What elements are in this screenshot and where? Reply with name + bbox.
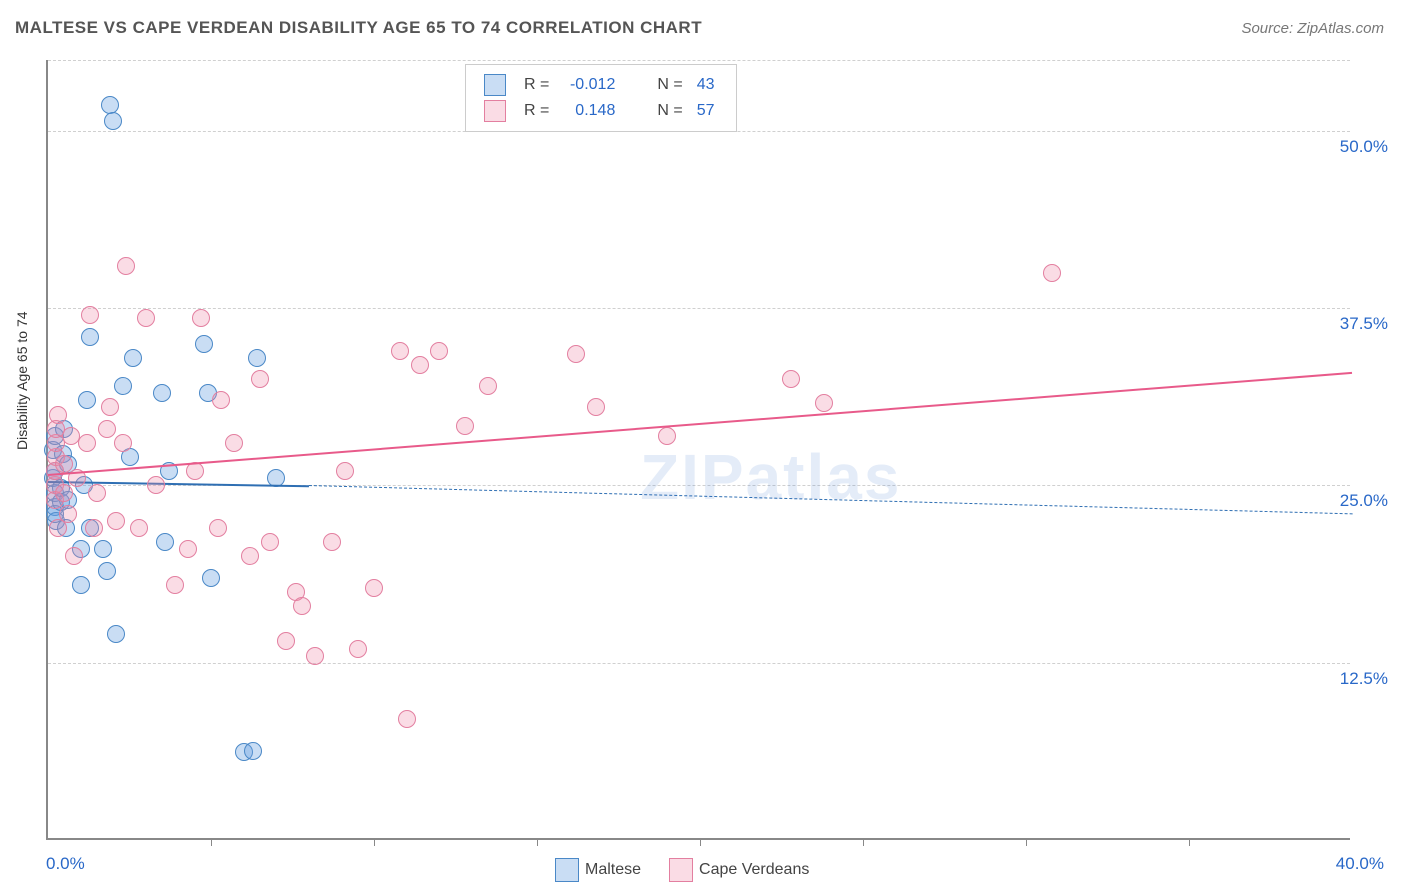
y-tick-label: 37.5% [1340, 314, 1388, 334]
chart-title: MALTESE VS CAPE VERDEAN DISABILITY AGE 6… [15, 18, 702, 38]
data-point [1043, 264, 1061, 282]
data-point [107, 512, 125, 530]
data-point [78, 434, 96, 452]
data-point [587, 398, 605, 416]
legend-n-value: 57 [691, 99, 721, 123]
data-point [782, 370, 800, 388]
legend-r-value: 0.148 [557, 99, 621, 123]
data-point [166, 576, 184, 594]
data-point [78, 391, 96, 409]
legend-swatch [669, 858, 693, 882]
source-label: Source: ZipAtlas.com [1241, 20, 1384, 37]
data-point [62, 427, 80, 445]
data-point [88, 484, 106, 502]
data-point [49, 406, 67, 424]
data-point [244, 742, 262, 760]
data-point [479, 377, 497, 395]
legend-swatch [484, 74, 506, 96]
x-tick [1189, 838, 1190, 846]
legend-r-label: R = [518, 73, 555, 97]
data-point [365, 579, 383, 597]
x-tick-label: 0.0% [46, 854, 85, 874]
data-point [81, 328, 99, 346]
data-point [72, 576, 90, 594]
data-point [137, 309, 155, 327]
watermark: ZIPatlas [640, 440, 901, 514]
data-point [124, 349, 142, 367]
legend-swatch [555, 858, 579, 882]
data-point [411, 356, 429, 374]
data-point [156, 533, 174, 551]
data-point [248, 349, 266, 367]
data-point [398, 710, 416, 728]
x-tick [537, 838, 538, 846]
data-point [293, 597, 311, 615]
data-point [192, 309, 210, 327]
y-tick-label: 12.5% [1340, 669, 1388, 689]
y-axis-label: Disability Age 65 to 74 [14, 311, 30, 450]
gridline [48, 308, 1350, 309]
data-point [85, 519, 103, 537]
legend-n-value: 43 [691, 73, 721, 97]
data-point [241, 547, 259, 565]
data-point [391, 342, 409, 360]
legend-r-label: R = [518, 99, 555, 123]
data-point [147, 476, 165, 494]
legend-r-value: -0.012 [557, 73, 621, 97]
data-point [104, 112, 122, 130]
data-point [117, 257, 135, 275]
data-point [209, 519, 227, 537]
x-tick [374, 838, 375, 846]
data-point [81, 306, 99, 324]
x-tick [1026, 838, 1027, 846]
x-tick [863, 838, 864, 846]
data-point [225, 434, 243, 452]
data-point [114, 377, 132, 395]
legend-swatch [484, 100, 506, 122]
gridline [48, 60, 1350, 61]
data-point [336, 462, 354, 480]
data-point [65, 547, 83, 565]
data-point [277, 632, 295, 650]
legend-series-label: Cape Verdeans [699, 861, 809, 878]
data-point [195, 335, 213, 353]
y-tick-label: 25.0% [1340, 491, 1388, 511]
gridline [48, 663, 1350, 664]
legend-stats: R =-0.012 N =43 R =0.148 N =57 [465, 64, 737, 132]
data-point [212, 391, 230, 409]
legend-series-label: Maltese [585, 861, 641, 878]
data-point [55, 484, 73, 502]
legend-n-label: N = [651, 99, 688, 123]
data-point [251, 370, 269, 388]
data-point [98, 562, 116, 580]
x-tick [211, 838, 212, 846]
x-tick-label: 40.0% [1336, 854, 1384, 874]
data-point [98, 420, 116, 438]
data-point [153, 384, 171, 402]
data-point [323, 533, 341, 551]
data-point [114, 434, 132, 452]
data-point [261, 533, 279, 551]
data-point [306, 647, 324, 665]
data-point [94, 540, 112, 558]
data-point [815, 394, 833, 412]
data-point [202, 569, 220, 587]
legend-series: Maltese Cape Verdeans [555, 858, 837, 882]
data-point [59, 505, 77, 523]
data-point [430, 342, 448, 360]
data-point [456, 417, 474, 435]
y-tick-label: 50.0% [1340, 137, 1388, 157]
data-point [179, 540, 197, 558]
data-point [567, 345, 585, 363]
legend-n-label: N = [651, 73, 688, 97]
data-point [101, 398, 119, 416]
x-tick [700, 838, 701, 846]
data-point [107, 625, 125, 643]
data-point [130, 519, 148, 537]
data-point [349, 640, 367, 658]
